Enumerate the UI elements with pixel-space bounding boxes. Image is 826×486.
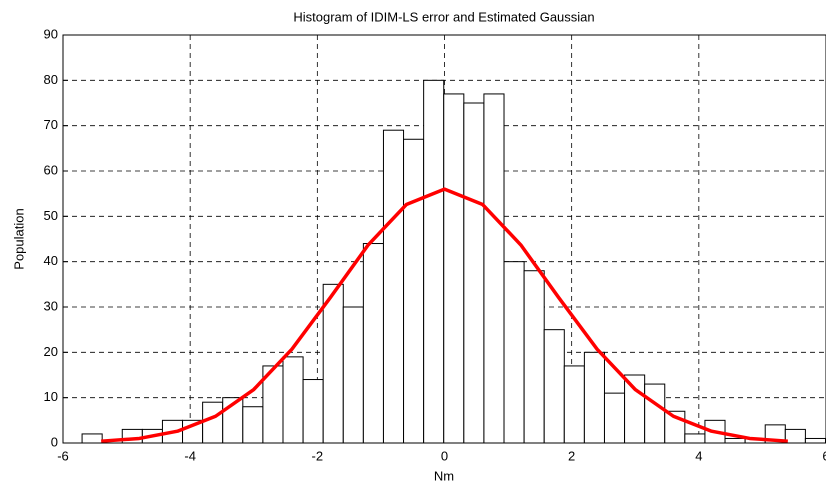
bar <box>342 306 364 444</box>
y-tick-label: 10 <box>44 389 58 404</box>
bar <box>644 383 666 444</box>
bar <box>202 401 224 444</box>
x-tick-label: 4 <box>695 448 702 463</box>
y-axis-label: Population <box>11 208 26 269</box>
bar <box>322 283 344 444</box>
chart-title: Histogram of IDIM-LS error and Estimated… <box>293 9 594 24</box>
bar <box>483 93 505 444</box>
bar <box>81 433 103 444</box>
y-tick-label: 70 <box>44 117 58 132</box>
x-tick-label: 0 <box>441 448 448 463</box>
bar <box>282 356 304 444</box>
x-tick-label: -6 <box>57 448 69 463</box>
bar <box>784 428 806 444</box>
y-tick-label: 20 <box>44 344 58 359</box>
x-tick-label: 6 <box>822 448 826 463</box>
y-tick-label: 30 <box>44 298 58 313</box>
gaussian-curve <box>101 187 788 443</box>
bar <box>503 261 525 444</box>
bar <box>242 406 264 444</box>
bar <box>382 129 405 444</box>
y-tick-label: 0 <box>51 434 58 449</box>
x-tick-label: -2 <box>312 448 324 463</box>
y-tick-label: 80 <box>44 72 58 87</box>
x-axis-label: Nm <box>434 468 454 483</box>
bar <box>423 79 445 444</box>
bar <box>684 433 706 444</box>
y-tick-label: 60 <box>44 162 58 177</box>
bar <box>563 365 585 444</box>
bar <box>362 243 384 444</box>
y-tick-label: 40 <box>44 253 58 268</box>
bar <box>443 93 465 444</box>
y-tick-label: 50 <box>44 208 58 223</box>
bar <box>603 392 626 444</box>
plot-frame <box>62 34 826 444</box>
y-tick-label: 90 <box>44 26 58 41</box>
bar <box>804 437 826 444</box>
bar <box>523 270 545 444</box>
x-tick-label: -4 <box>184 448 196 463</box>
bar <box>624 374 646 444</box>
bar <box>543 329 565 444</box>
bar <box>403 138 425 444</box>
bar <box>302 379 324 444</box>
bar <box>463 102 485 444</box>
bar <box>724 437 746 444</box>
x-tick-label: 2 <box>568 448 575 463</box>
bar <box>583 351 605 444</box>
